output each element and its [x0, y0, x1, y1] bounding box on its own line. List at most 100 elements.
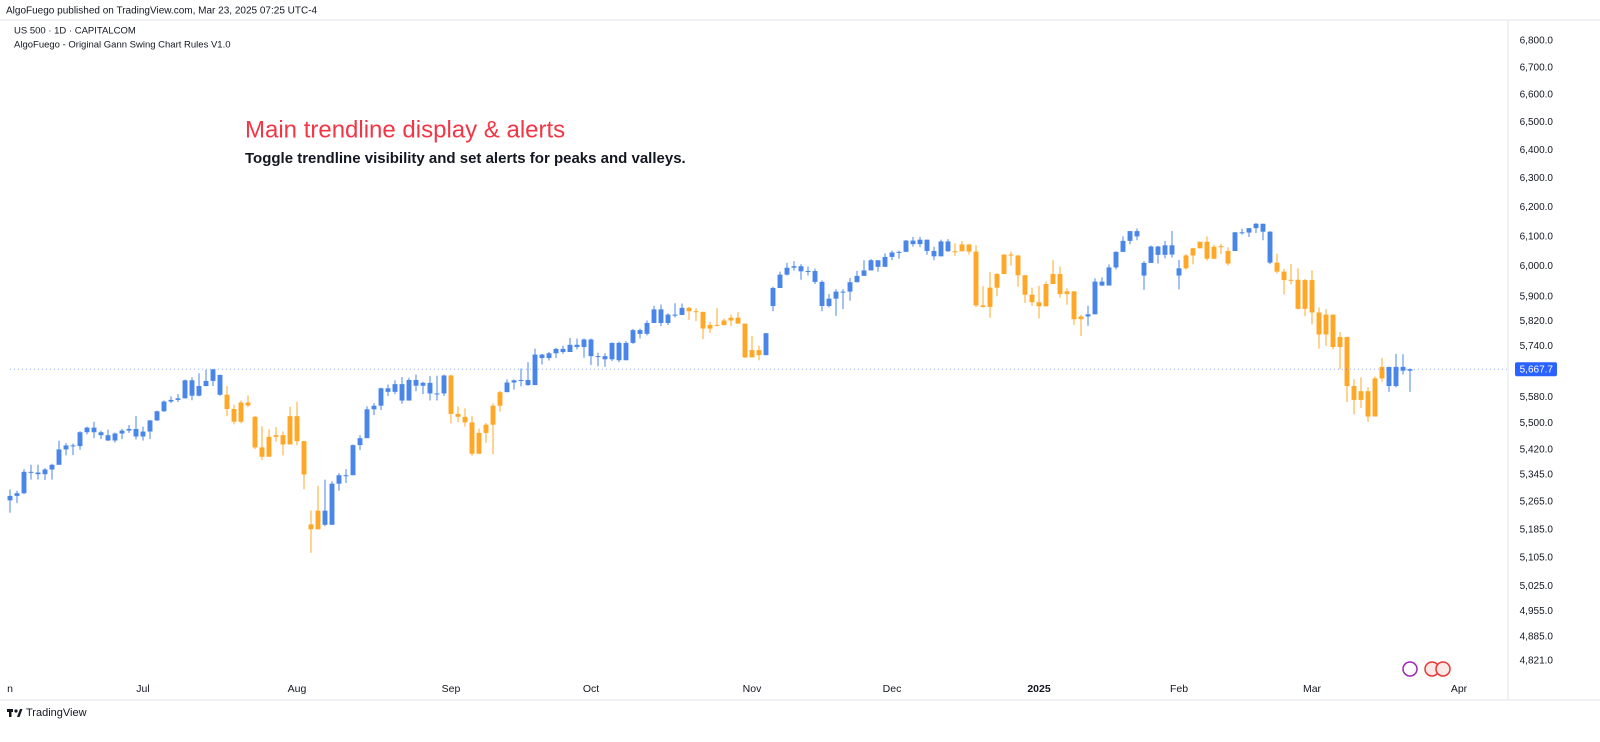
candle-body: [1183, 255, 1189, 269]
x-tick-label: Apr: [1451, 683, 1468, 695]
candle-body: [679, 307, 685, 315]
candle-body: [427, 382, 433, 394]
y-tick-label: 4,821.0: [1520, 655, 1554, 666]
candle-body: [259, 447, 265, 457]
candle-body: [1155, 246, 1161, 255]
candle-body: [1316, 312, 1322, 335]
symbol-info: US 500 · 1D · CAPITALCOM: [14, 26, 136, 37]
y-tick-label: 5,185.0: [1520, 524, 1554, 535]
candle-body: [1302, 280, 1308, 309]
candle-body: [126, 428, 132, 431]
candle-body: [203, 380, 209, 387]
candle-body: [175, 398, 181, 400]
candle-body: [644, 322, 650, 334]
y-tick-label: 5,500.0: [1520, 418, 1554, 429]
candle-body: [1120, 240, 1126, 252]
candle-body: [1148, 246, 1154, 263]
y-tick-label: 5,265.0: [1520, 497, 1554, 508]
candle-body: [602, 356, 608, 360]
candle-body: [1127, 231, 1133, 241]
candle-body: [98, 432, 104, 436]
y-tick-label: 5,420.0: [1520, 444, 1554, 455]
candle-body: [651, 309, 657, 323]
candle-body: [826, 298, 832, 306]
candle-body: [623, 342, 629, 361]
candle-body: [315, 510, 321, 530]
candle-body: [917, 239, 923, 245]
candle-body: [392, 384, 398, 392]
candle-body: [357, 438, 363, 446]
candle-body: [406, 379, 412, 401]
candle-body: [322, 510, 328, 525]
candle-body: [14, 493, 20, 496]
candle-body: [791, 266, 797, 268]
candle-body: [350, 445, 356, 476]
candle-body: [462, 416, 468, 423]
candle-body: [672, 314, 678, 316]
candle-body: [1372, 378, 1378, 417]
candle-body: [469, 422, 475, 454]
candle-body: [252, 416, 258, 448]
y-tick-label: 5,900.0: [1520, 291, 1554, 302]
candle-body: [980, 305, 986, 307]
candle-body: [343, 475, 349, 477]
candle-body: [784, 267, 790, 275]
candle-body: [1232, 232, 1238, 251]
candle-body: [959, 244, 965, 252]
candle-body: [1050, 274, 1056, 285]
candle-body: [973, 251, 979, 306]
candle-body: [1239, 232, 1245, 234]
candle-body: [1253, 223, 1259, 229]
candle-body: [84, 427, 90, 433]
candle-body: [1344, 336, 1350, 387]
candle-body: [875, 260, 881, 267]
candle-body: [1386, 366, 1392, 387]
candle-body: [56, 449, 62, 465]
candle-body: [287, 416, 293, 445]
candle-body: [217, 374, 223, 395]
candle-body: [1274, 262, 1280, 272]
candle-body: [231, 408, 237, 422]
y-tick-label: 6,700.0: [1520, 62, 1554, 73]
candle-body: [1211, 246, 1217, 259]
candle-body: [371, 405, 377, 410]
annotation-text: Toggle trendline visibility and set aler…: [245, 150, 686, 167]
candle-body: [1015, 255, 1021, 276]
y-tick-label: 6,400.0: [1520, 145, 1554, 156]
candle-body: [1169, 245, 1175, 255]
candle-body: [658, 309, 664, 323]
candle-body: [1085, 314, 1091, 317]
candle-body: [777, 274, 783, 288]
candle-body: [70, 445, 76, 447]
y-tick-label: 5,345.0: [1520, 470, 1554, 481]
candle-body: [861, 270, 867, 276]
candle-body: [189, 380, 195, 396]
candle-body: [693, 311, 699, 313]
candle-body: [196, 386, 202, 396]
candle-body: [133, 428, 139, 437]
candle-body: [483, 424, 489, 433]
candle-body: [1113, 251, 1119, 268]
candle-body: [441, 375, 447, 394]
x-tick-label: Nov: [743, 683, 762, 695]
candle-body: [1246, 228, 1252, 233]
candle-body: [210, 369, 216, 381]
candle-body: [385, 388, 391, 392]
annotation-title: Main trendline display & alerts: [245, 116, 565, 143]
candle-body: [1162, 245, 1168, 255]
candle-body: [567, 344, 573, 353]
candle-body: [161, 401, 167, 412]
candle-body: [490, 405, 496, 425]
candle-body: [1064, 291, 1070, 295]
candle-body: [931, 250, 937, 257]
candle-body: [714, 324, 720, 326]
candle-body: [1099, 281, 1105, 286]
candle-body: [581, 339, 587, 347]
candle-body: [77, 432, 83, 447]
candle-body: [763, 333, 769, 356]
candle-body: [238, 402, 244, 422]
watermark-icons: [1402, 661, 1451, 677]
candle-body: [707, 324, 713, 329]
candle-body: [1197, 241, 1203, 249]
candle-body: [1078, 316, 1084, 320]
